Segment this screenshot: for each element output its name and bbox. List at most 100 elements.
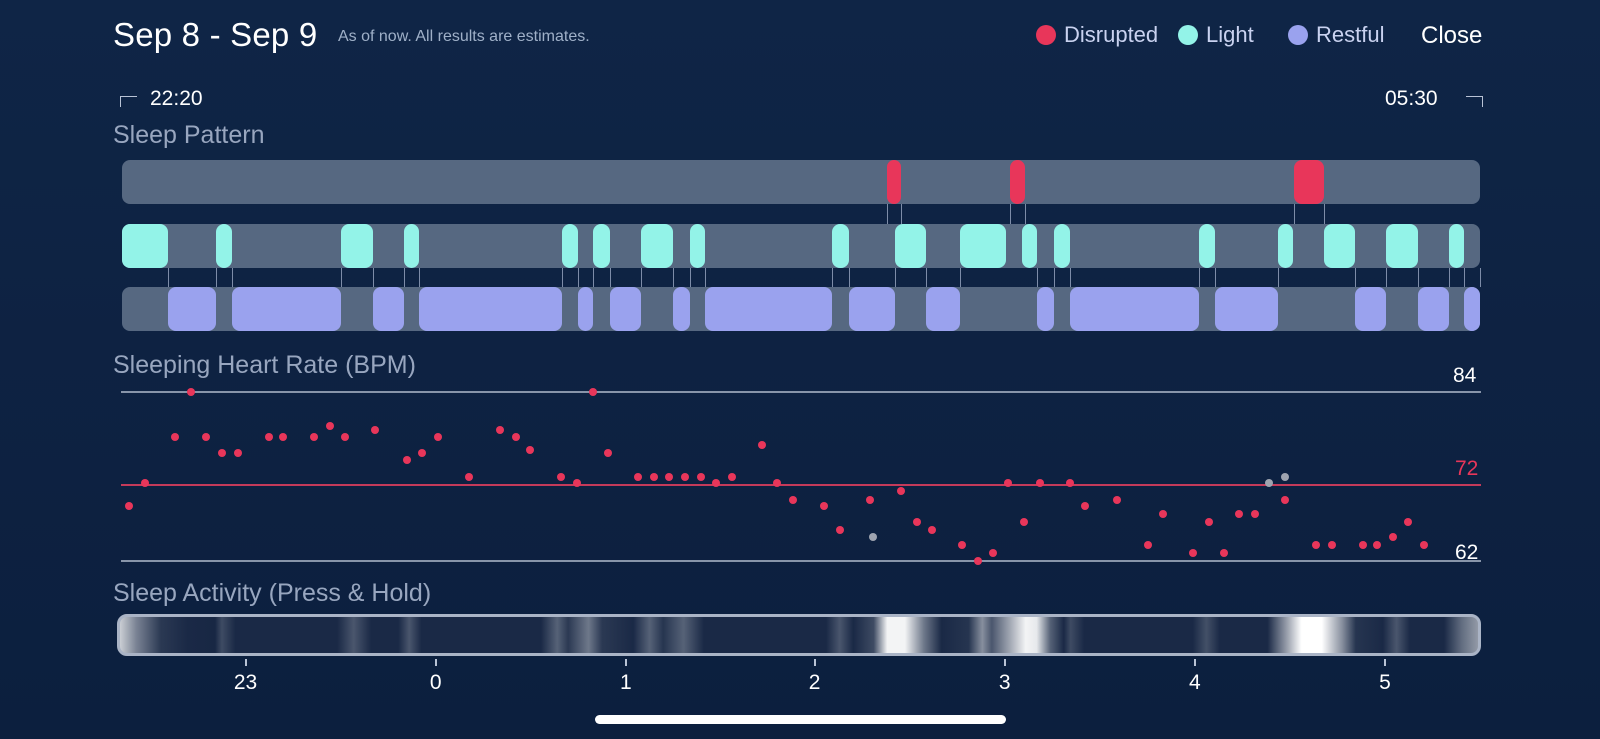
heart-rate-point [464,472,473,481]
heart-rate-point [958,540,967,549]
heart-rate-point [711,479,720,488]
heart-rate-point [171,433,180,442]
stage-connector-line [1417,268,1419,287]
heart-rate-point [140,479,149,488]
restful-segment [231,287,341,331]
hr-max-line [121,391,1481,393]
legend-light-label: Light [1206,22,1254,47]
light-segment [959,224,1007,268]
sleep-activity-title: Sleep Activity (Press & Hold) [113,579,432,607]
axis-tick-mark [1003,659,1006,666]
heart-rate-point [789,495,797,504]
heart-rate-point [772,479,781,488]
legend-disrupted: Disrupted [1036,22,1158,48]
axis-tick-mark [244,659,247,666]
light-segment [1386,224,1418,268]
stage-connector-line [168,268,170,287]
stage-connector-line [925,268,927,287]
restful-segment [1215,287,1278,331]
heart-rate-point [1281,495,1290,504]
stage-connector-line [1293,204,1295,224]
stage-connector-line [1386,268,1388,287]
light-track[interactable] [122,224,1480,268]
heart-rate-point [664,472,673,481]
heart-rate-point [202,433,211,442]
light-segment [340,224,374,268]
stage-connector-line [340,268,342,287]
heart-rate-point [279,433,288,442]
restful-segment [1355,287,1387,331]
heart-rate-point [556,472,565,481]
heart-rate-point [927,525,936,534]
stage-connector-line [1025,204,1027,224]
legend-restful-label: Restful [1316,22,1385,47]
heart-rate-point [1205,517,1214,526]
disrupted-track[interactable] [122,160,1480,204]
heart-rate-point [495,426,504,435]
stage-connector-line [1215,268,1217,287]
heart-rate-point [1219,549,1228,558]
legend-disrupted-label: Disrupted [1064,22,1159,47]
heart-rate-point-uncertain [869,533,878,542]
restful-track[interactable] [122,287,1480,331]
heart-rate-point [1143,540,1152,549]
restful-segment [1037,287,1054,331]
light-segment [1323,224,1356,268]
heart-rate-point [572,479,581,488]
heart-rate-point [1019,517,1028,526]
restful-segment [848,287,895,331]
heart-rate-point [897,487,906,496]
heart-rate-point [1066,479,1075,488]
axis-tick-mark [813,659,816,666]
heart-rate-point [1081,502,1090,511]
stage-connector-line [1448,268,1450,287]
restful-segment [1069,287,1199,331]
heart-rate-point [1158,510,1167,519]
stage-connector-line [673,268,675,287]
stage-connector-line [1355,268,1357,287]
axis-tick-label: 4 [1188,671,1201,694]
disrupted-segment [1293,160,1324,204]
heart-rate-point [603,448,612,457]
sleep-pattern-title: Sleep Pattern [113,121,265,149]
stage-connector-line [373,268,375,287]
heart-rate-point [526,445,535,454]
heart-rate-point [680,472,689,481]
sleep-activity-bar[interactable] [117,614,1481,656]
axis-tick-label: 1 [619,671,632,694]
close-button[interactable]: Close [1421,22,1483,49]
stage-connector-line [640,268,642,287]
restful-segment [1417,287,1449,331]
stage-connector-line [593,268,595,287]
stage-connector-line [404,268,406,287]
heart-rate-point [1373,540,1382,549]
heart-rate-point-uncertain [1265,479,1274,488]
heart-rate-point [124,502,133,511]
light-segment [593,224,610,268]
stage-connector-line [959,268,961,287]
light-segment [561,224,579,268]
heart-rate-point [234,448,243,457]
page-title: Sep 8 - Sep 9 [113,16,318,53]
hr-min-line [121,560,1481,562]
light-segment [832,224,849,268]
range-start-bracket-icon [120,96,137,107]
disrupted-segment [1010,160,1026,204]
heart-rate-point [650,472,659,481]
light-segment [215,224,232,268]
heart-rate-point [727,472,736,481]
heart-rate-point [1113,495,1122,504]
stage-connector-line [704,268,706,287]
heart-rate-point [1358,540,1367,549]
disrupted-dot-icon [1036,25,1056,45]
heart-rate-point [634,472,643,481]
stage-connector-line [1277,268,1279,287]
hr-avg-line [121,484,1481,486]
stage-connector-line [689,268,691,287]
stage-connector-line [561,268,563,287]
home-indicator[interactable] [595,715,1006,724]
stage-connector-line [1053,268,1055,287]
heart-rate-point [218,448,227,457]
heart-rate-point [418,448,427,457]
heart-rate-point [1234,510,1243,519]
